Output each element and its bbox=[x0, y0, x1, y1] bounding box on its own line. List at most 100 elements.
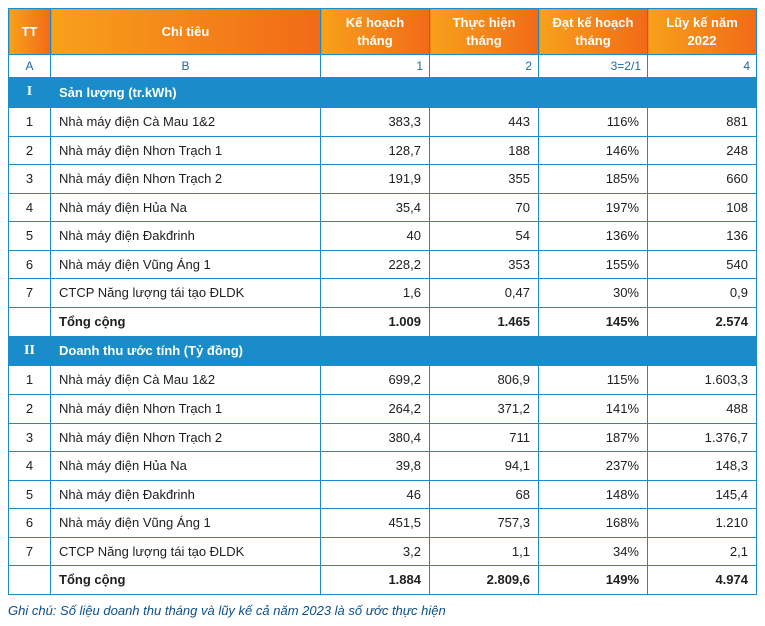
cell-name: Nhà máy điện Đakđrinh bbox=[51, 222, 321, 251]
subhead-a: A bbox=[9, 55, 51, 78]
section-title: Doanh thu ước tính (Tỷ đồng) bbox=[51, 336, 757, 366]
cell-kh: 46 bbox=[321, 480, 430, 509]
cell-name: Nhà máy điện Cà Mau 1&2 bbox=[51, 108, 321, 137]
cell-name: Nhà máy điện Hủa Na bbox=[51, 193, 321, 222]
cell-th: 371,2 bbox=[430, 394, 539, 423]
cell-name: Nhà máy điện Nhơn Trạch 1 bbox=[51, 394, 321, 423]
cell-kh: 699,2 bbox=[321, 366, 430, 395]
cell-lk: 136 bbox=[648, 222, 757, 251]
cell-pct: 141% bbox=[539, 394, 648, 423]
table-row: 3Nhà máy điện Nhơn Trạch 2191,9355185%66… bbox=[9, 165, 757, 194]
cell-lk: 2,1 bbox=[648, 537, 757, 566]
total-th: 1.465 bbox=[430, 308, 539, 337]
cell-lk: 1.210 bbox=[648, 509, 757, 538]
table-row: 4Nhà máy điện Hủa Na39,894,1237%148,3 bbox=[9, 452, 757, 481]
cell-name: Nhà máy điện Vũng Áng 1 bbox=[51, 250, 321, 279]
th-tt: TT bbox=[9, 9, 51, 55]
cell-pct: 34% bbox=[539, 537, 648, 566]
cell-kh: 40 bbox=[321, 222, 430, 251]
column-ref-row: A B 1 2 3=2/1 4 bbox=[9, 55, 757, 78]
cell-kh: 3,2 bbox=[321, 537, 430, 566]
cell-kh: 1,6 bbox=[321, 279, 430, 308]
table-row: 1Nhà máy điện Cà Mau 1&2383,3443116%881 bbox=[9, 108, 757, 137]
table-row: 5Nhà máy điện Đakđrinh4054136%136 bbox=[9, 222, 757, 251]
cell-name: Nhà máy điện Nhơn Trạch 2 bbox=[51, 165, 321, 194]
table-row: 5Nhà máy điện Đakđrinh4668148%145,4 bbox=[9, 480, 757, 509]
cell-tt: 3 bbox=[9, 423, 51, 452]
subhead-4: 4 bbox=[648, 55, 757, 78]
section-header: IIDoanh thu ước tính (Tỷ đồng) bbox=[9, 336, 757, 366]
cell-lk: 660 bbox=[648, 165, 757, 194]
section-index: I bbox=[9, 78, 51, 108]
table-row: 2Nhà máy điện Nhơn Trạch 1264,2371,2141%… bbox=[9, 394, 757, 423]
cell-pct: 168% bbox=[539, 509, 648, 538]
cell-lk: 148,3 bbox=[648, 452, 757, 481]
cell-name: Nhà máy điện Hủa Na bbox=[51, 452, 321, 481]
cell-th: 443 bbox=[430, 108, 539, 137]
cell-tt bbox=[9, 308, 51, 337]
cell-th: 757,3 bbox=[430, 509, 539, 538]
table-row: 4Nhà máy điện Hủa Na35,470197%108 bbox=[9, 193, 757, 222]
total-pct: 149% bbox=[539, 566, 648, 595]
subhead-1: 1 bbox=[321, 55, 430, 78]
cell-th: 54 bbox=[430, 222, 539, 251]
cell-name: CTCP Năng lượng tái tạo ĐLDK bbox=[51, 279, 321, 308]
cell-th: 70 bbox=[430, 193, 539, 222]
cell-pct: 155% bbox=[539, 250, 648, 279]
table-row: 7CTCP Năng lượng tái tạo ĐLDK1,60,4730%0… bbox=[9, 279, 757, 308]
cell-lk: 145,4 bbox=[648, 480, 757, 509]
total-name: Tổng cộng bbox=[51, 566, 321, 595]
subhead-b: B bbox=[51, 55, 321, 78]
cell-tt: 6 bbox=[9, 250, 51, 279]
cell-tt: 1 bbox=[9, 108, 51, 137]
cell-tt: 5 bbox=[9, 480, 51, 509]
cell-tt: 6 bbox=[9, 509, 51, 538]
th-luyke: Lũy kế năm 2022 bbox=[648, 9, 757, 55]
th-datkh: Đạt kế hoạch tháng bbox=[539, 9, 648, 55]
cell-kh: 264,2 bbox=[321, 394, 430, 423]
total-row: Tổng cộng1.0091.465145%2.574 bbox=[9, 308, 757, 337]
cell-kh: 35,4 bbox=[321, 193, 430, 222]
table-row: 1Nhà máy điện Cà Mau 1&2699,2806,9115%1.… bbox=[9, 366, 757, 395]
total-lk: 4.974 bbox=[648, 566, 757, 595]
cell-name: Nhà máy điện Đakđrinh bbox=[51, 480, 321, 509]
table-row: 3Nhà máy điện Nhơn Trạch 2380,4711187%1.… bbox=[9, 423, 757, 452]
cell-kh: 128,7 bbox=[321, 136, 430, 165]
cell-pct: 197% bbox=[539, 193, 648, 222]
cell-lk: 248 bbox=[648, 136, 757, 165]
cell-th: 0,47 bbox=[430, 279, 539, 308]
cell-name: Nhà máy điện Cà Mau 1&2 bbox=[51, 366, 321, 395]
cell-pct: 185% bbox=[539, 165, 648, 194]
cell-th: 711 bbox=[430, 423, 539, 452]
cell-pct: 148% bbox=[539, 480, 648, 509]
section-header: ISản lượng (tr.kWh) bbox=[9, 78, 757, 108]
cell-tt: 2 bbox=[9, 136, 51, 165]
cell-name: Nhà máy điện Vũng Áng 1 bbox=[51, 509, 321, 538]
cell-kh: 383,3 bbox=[321, 108, 430, 137]
total-kh: 1.884 bbox=[321, 566, 430, 595]
cell-name: CTCP Năng lượng tái tạo ĐLDK bbox=[51, 537, 321, 566]
cell-tt: 5 bbox=[9, 222, 51, 251]
table-header: TT Chỉ tiêu Kế hoạch tháng Thực hiện thá… bbox=[9, 9, 757, 55]
cell-lk: 1.376,7 bbox=[648, 423, 757, 452]
cell-tt bbox=[9, 566, 51, 595]
table-row: 2Nhà máy điện Nhơn Trạch 1128,7188146%24… bbox=[9, 136, 757, 165]
cell-tt: 2 bbox=[9, 394, 51, 423]
table-body: A B 1 2 3=2/1 4 ISản lượng (tr.kWh)1Nhà … bbox=[9, 55, 757, 595]
table-row: 6Nhà máy điện Vũng Áng 1451,5757,3168%1.… bbox=[9, 509, 757, 538]
cell-th: 353 bbox=[430, 250, 539, 279]
subhead-3: 3=2/1 bbox=[539, 55, 648, 78]
cell-th: 94,1 bbox=[430, 452, 539, 481]
cell-pct: 115% bbox=[539, 366, 648, 395]
cell-tt: 3 bbox=[9, 165, 51, 194]
cell-lk: 0,9 bbox=[648, 279, 757, 308]
cell-th: 1,1 bbox=[430, 537, 539, 566]
cell-lk: 488 bbox=[648, 394, 757, 423]
cell-kh: 228,2 bbox=[321, 250, 430, 279]
cell-name: Nhà máy điện Nhơn Trạch 1 bbox=[51, 136, 321, 165]
cell-lk: 881 bbox=[648, 108, 757, 137]
cell-tt: 7 bbox=[9, 279, 51, 308]
cell-lk: 540 bbox=[648, 250, 757, 279]
cell-tt: 4 bbox=[9, 193, 51, 222]
total-kh: 1.009 bbox=[321, 308, 430, 337]
